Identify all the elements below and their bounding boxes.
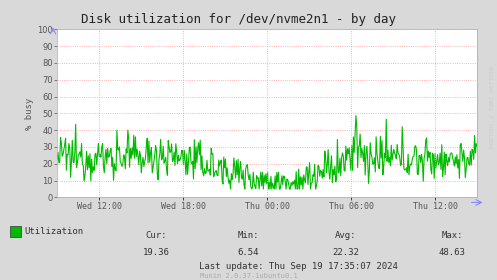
Text: Disk utilization for /dev/nvme2n1 - by day: Disk utilization for /dev/nvme2n1 - by d… — [81, 13, 396, 25]
Text: RRDTOOL / TOBI OETIKER: RRDTOOL / TOBI OETIKER — [490, 65, 495, 148]
Text: Avg:: Avg: — [334, 231, 356, 240]
Text: 22.32: 22.32 — [332, 248, 359, 257]
Y-axis label: % busy: % busy — [25, 97, 34, 130]
Text: Cur:: Cur: — [146, 231, 167, 240]
Text: Munin 2.0.37-1ubuntu0.1: Munin 2.0.37-1ubuntu0.1 — [200, 273, 297, 279]
Text: 19.36: 19.36 — [143, 248, 170, 257]
Text: Min:: Min: — [238, 231, 259, 240]
Text: 48.63: 48.63 — [439, 248, 466, 257]
Text: 6.54: 6.54 — [238, 248, 259, 257]
Text: Utilization: Utilization — [25, 227, 84, 236]
Text: Last update: Thu Sep 19 17:35:07 2024: Last update: Thu Sep 19 17:35:07 2024 — [199, 262, 398, 271]
Text: Max:: Max: — [441, 231, 463, 240]
